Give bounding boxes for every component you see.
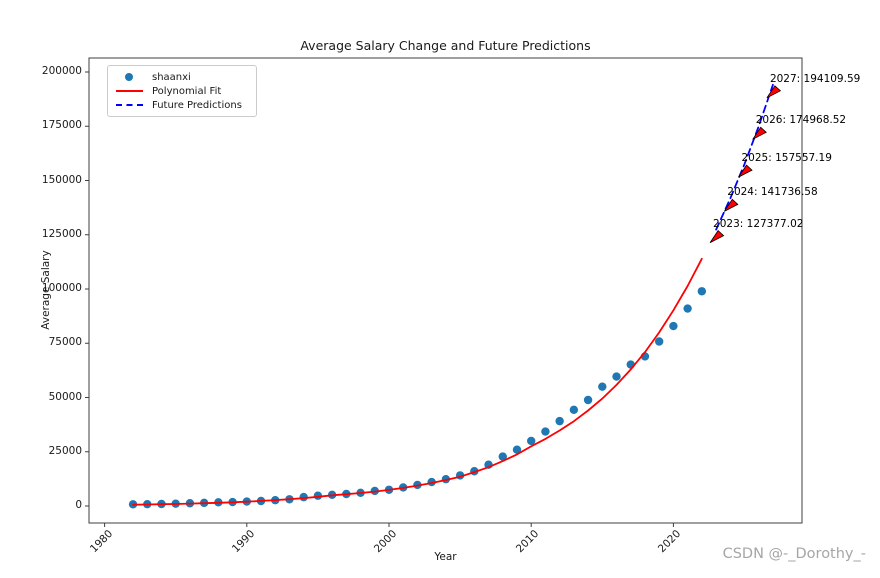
legend-item-label: shaanxi: [152, 71, 191, 83]
annotation-label: 2024: 141736.58: [727, 186, 818, 199]
scatter-point: [498, 452, 507, 461]
y-tick-label: 175000: [41, 119, 82, 132]
legend-item-label: Future Predictions: [152, 99, 242, 111]
x-axis-label: Year: [434, 551, 457, 563]
watermark: CSDN @-_Dorothy_-: [722, 546, 866, 562]
polynomial-fit-line: [132, 257, 703, 506]
scatter-point: [683, 304, 692, 313]
legend-item: Polynomial Fit: [114, 84, 250, 98]
scatter-point: [299, 492, 308, 502]
legend-box: shaanxi Polynomial Fit Future Predictions: [107, 65, 257, 117]
legend-marker-shape: [115, 90, 143, 92]
scatter-point: [612, 372, 621, 381]
annotation-label: 2026: 174968.52: [755, 114, 847, 127]
scatter-point: [541, 427, 550, 436]
y-tick-label: 100000: [41, 282, 82, 294]
scatter-point: [669, 321, 678, 331]
scatter-point: [598, 382, 607, 391]
scatter-point: [569, 405, 579, 415]
y-tick-label: 25000: [48, 444, 82, 457]
annotation-arrow-icon: [752, 126, 767, 140]
legend-marker-shape: [125, 73, 133, 81]
chart-title: Average Salary Change and Future Predict…: [300, 38, 591, 53]
y-tick-label: 200000: [41, 65, 82, 77]
scatter-point: [527, 436, 536, 446]
scatter-point: [697, 287, 707, 296]
annotation-arrow-icon: [738, 164, 753, 178]
scatter-point: [555, 416, 564, 426]
y-tick-label: 125000: [41, 227, 82, 240]
annotation-arrow-icon: [766, 85, 782, 99]
y-tick-label: 75000: [48, 336, 82, 349]
scatter-point: [512, 445, 522, 454]
annotation-label: 2027: 194109.59: [769, 72, 861, 85]
legend-dot-marker-icon: [114, 73, 144, 81]
scatter-point: [583, 395, 593, 405]
legend-marker-shape: [115, 104, 143, 106]
annotation-label: 2023: 127377.02: [713, 217, 804, 230]
legend-item-label: Polynomial Fit: [152, 85, 222, 97]
legend-dash-marker-icon: [114, 104, 144, 106]
annotation-arrow-icon: [709, 229, 725, 243]
legend-item: Future Predictions: [114, 98, 250, 112]
y-tick-label: 0: [75, 499, 82, 511]
legend-item: shaanxi: [114, 70, 250, 84]
y-tick-label: 150000: [41, 173, 82, 186]
annotation-label: 2025: 157557.19: [741, 152, 832, 165]
annotation-arrow-icon: [723, 198, 739, 212]
scatter-point: [654, 337, 664, 346]
legend-line-marker-icon: [114, 90, 144, 92]
plot-spines: [88, 57, 803, 524]
y-tick-label: 50000: [48, 390, 82, 403]
